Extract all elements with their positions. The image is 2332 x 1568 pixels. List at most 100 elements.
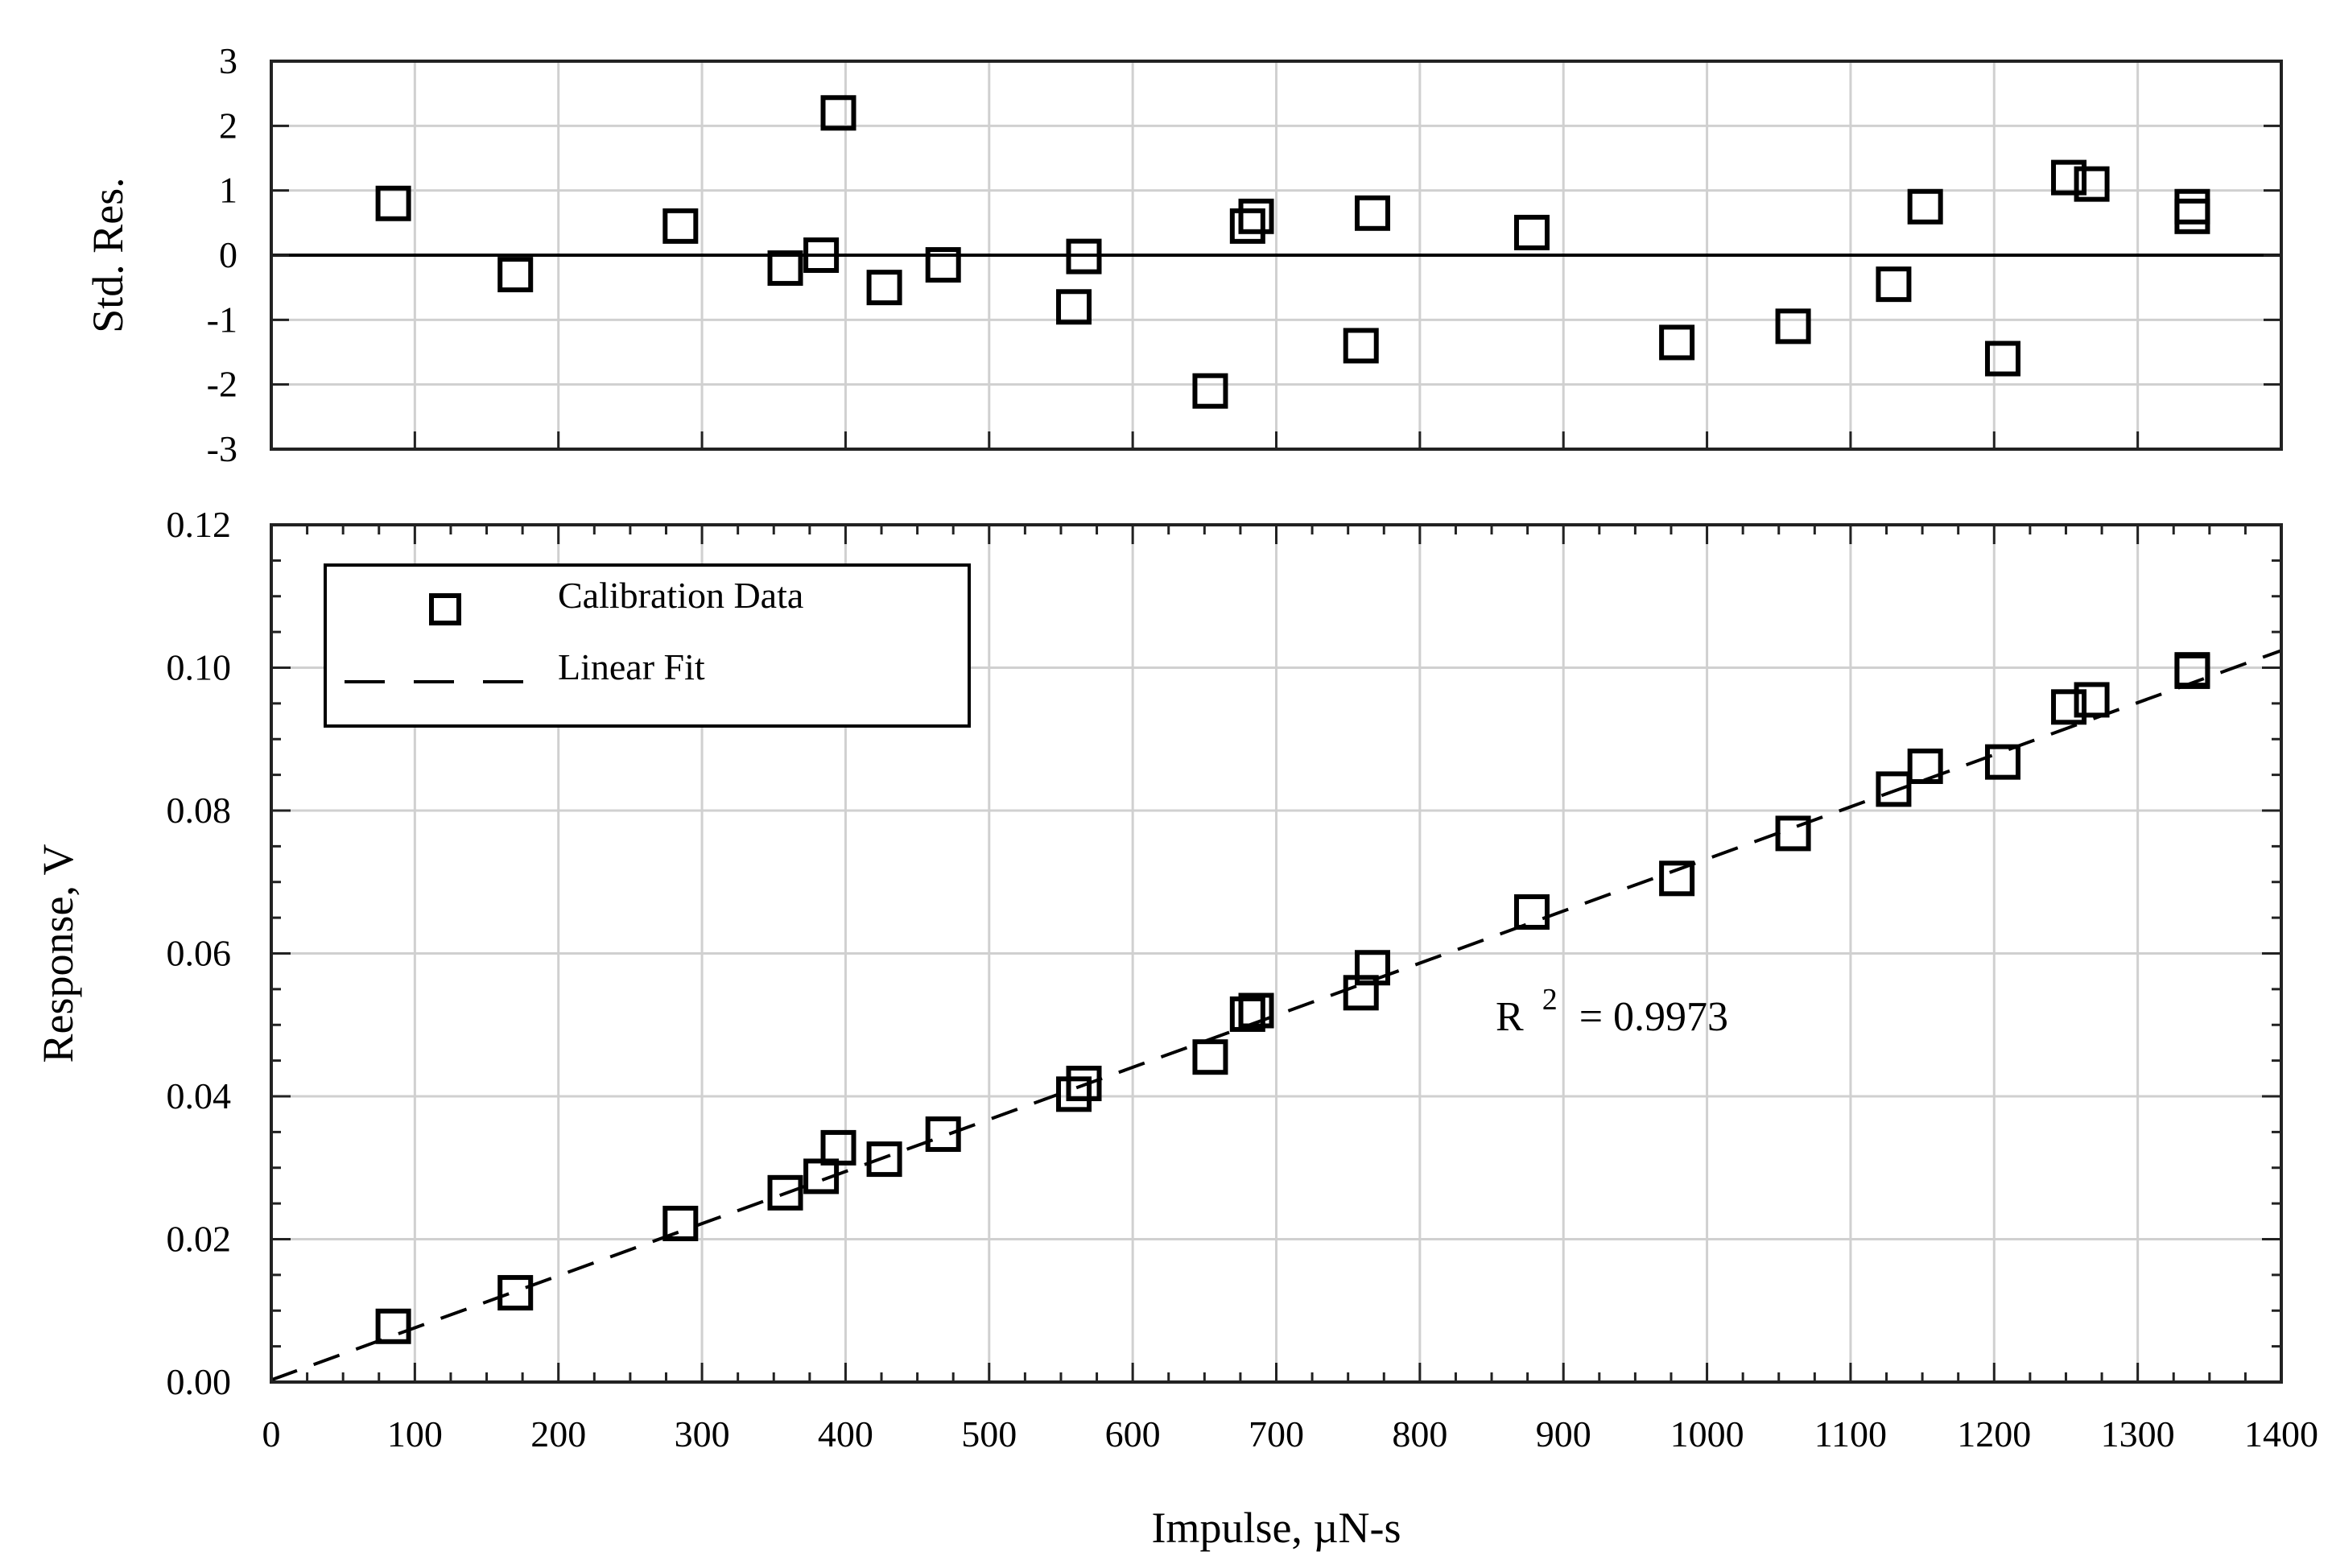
linear-fit-line xyxy=(270,649,2282,1382)
calibration-x-tick-labels: 0 100 200 300 400 500 600 700 800 900 1000 1100 1200… xyxy=(262,1413,2319,1455)
residual-point xyxy=(1775,308,1811,345)
calibration-plot-frame xyxy=(270,523,2283,1384)
residual-point xyxy=(2174,188,2210,225)
residual-point xyxy=(925,247,961,283)
residual-points xyxy=(375,95,2210,409)
x-tick-label: 500 xyxy=(961,1413,1017,1455)
calibration-point xyxy=(662,1205,699,1241)
calibration-point xyxy=(1659,860,1695,897)
x-tick-label: 300 xyxy=(675,1413,730,1455)
residual-point xyxy=(1984,340,2020,377)
calibration-point xyxy=(1907,748,1943,784)
residual-point xyxy=(662,208,699,244)
calibration-point xyxy=(1775,815,1811,852)
y-tick-label: 0.04 xyxy=(167,1075,232,1116)
calibration-point xyxy=(767,1174,803,1211)
residual-y-tick-label: -1 xyxy=(207,299,237,340)
x-tick-label: 600 xyxy=(1105,1413,1161,1455)
residual-point xyxy=(803,237,840,273)
residual-y-tick-label: -2 xyxy=(207,364,237,405)
residual-point xyxy=(375,185,411,221)
x-tick-label: 400 xyxy=(818,1413,873,1455)
residual-plot-frame xyxy=(270,60,2283,451)
y-tick-label: 0.10 xyxy=(167,647,232,688)
calibration-point xyxy=(1192,1039,1228,1075)
legend-marker-calibration xyxy=(429,593,461,625)
r-squared-label: R xyxy=(1496,994,1524,1040)
x-tick-label: 800 xyxy=(1392,1413,1447,1455)
calibration-point xyxy=(1876,771,1912,807)
r-squared-superscript: 2 xyxy=(1542,983,1558,1017)
calibration-points xyxy=(375,652,2210,1344)
residual-point xyxy=(497,257,534,293)
legend-box xyxy=(324,563,971,728)
x-tick-label: 100 xyxy=(387,1413,443,1455)
legend-label-fit: Linear Fit xyxy=(558,646,705,687)
residual-point xyxy=(1659,324,1695,361)
calibration-y-tick-labels: 0.00 0.02 0.04 0.06 0.08 0.10 0.12 xyxy=(167,504,232,1402)
residual-point xyxy=(2174,198,2210,234)
legend-label-calibration: Calibration Data xyxy=(558,575,803,616)
x-tick-label: 1400 xyxy=(2244,1413,2318,1455)
calibration-point xyxy=(866,1141,902,1178)
y-tick-label: 0.00 xyxy=(167,1361,232,1402)
y-tick-label: 0.12 xyxy=(167,504,232,545)
residual-point xyxy=(820,95,856,131)
calibration-point xyxy=(497,1275,534,1311)
residual-point xyxy=(1056,289,1092,325)
residual-y-tick-label: -3 xyxy=(207,428,237,469)
residual-point xyxy=(1066,238,1102,274)
calibration-point xyxy=(1238,992,1274,1029)
calibration-point xyxy=(2074,682,2110,718)
residual-y-tick-label: 0 xyxy=(219,234,237,275)
calibration-point xyxy=(1354,950,1390,986)
x-tick-label: 200 xyxy=(530,1413,586,1455)
x-tick-label: 0 xyxy=(262,1413,281,1455)
residual-point xyxy=(1229,208,1265,244)
x-tick-label: 700 xyxy=(1249,1413,1304,1455)
residual-y-axis-title: Std. Res. xyxy=(84,177,132,333)
calibration-point xyxy=(820,1129,856,1166)
residual-point xyxy=(1876,266,1912,303)
residual-y-tick-labels: -3 -2 -1 0 1 2 3 xyxy=(207,40,237,469)
residual-point xyxy=(1907,188,1943,225)
residual-point xyxy=(1343,328,1379,364)
y-axis-title: Response, V xyxy=(34,844,82,1063)
x-tick-label: 1000 xyxy=(1670,1413,1744,1455)
residual-panel: -3 -2 -1 0 1 2 3 Std. Res. xyxy=(84,40,2283,469)
y-tick-label: 0.06 xyxy=(167,933,232,974)
residual-y-tick-label: 2 xyxy=(219,105,237,146)
calibration-panel: 0.00 0.02 0.04 0.06 0.08 0.10 0.12 0 100 200 300 4… xyxy=(34,504,2318,1552)
calibration-point xyxy=(2051,689,2087,725)
x-tick-label: 900 xyxy=(1536,1413,1591,1455)
calibration-point xyxy=(1984,744,2020,780)
y-tick-label: 0.02 xyxy=(167,1219,232,1260)
residual-y-tick-label: 1 xyxy=(219,170,237,211)
calibration-point xyxy=(375,1308,411,1344)
calibration-point xyxy=(2174,653,2210,689)
residual-point xyxy=(1192,373,1228,409)
legend: Calibration Data Linear Fit xyxy=(324,563,971,728)
residual-point xyxy=(2074,166,2110,202)
residual-point xyxy=(1513,214,1550,250)
residual-y-tick-label: 3 xyxy=(219,40,237,81)
y-tick-label: 0.08 xyxy=(167,790,232,831)
residual-point xyxy=(1238,198,1274,234)
calibration-point xyxy=(1343,975,1379,1011)
residual-point xyxy=(1354,195,1390,231)
r-squared-value: = 0.9973 xyxy=(1579,994,1728,1040)
x-tick-label: 1200 xyxy=(1957,1413,2031,1455)
calibration-point xyxy=(1513,894,1550,930)
residual-point xyxy=(767,250,803,287)
x-tick-label: 1300 xyxy=(2101,1413,2175,1455)
calibration-point xyxy=(1066,1066,1102,1102)
calibration-point xyxy=(1056,1076,1092,1112)
residual-point xyxy=(2051,159,2087,196)
calibration-point xyxy=(925,1116,961,1153)
x-axis-title: Impulse, µN-s xyxy=(1151,1504,1401,1552)
r-squared-annotation: R 2 = 0.9973 xyxy=(1496,973,1728,1040)
x-tick-label: 1100 xyxy=(1814,1413,1887,1455)
calibration-point xyxy=(1229,996,1265,1032)
residual-point xyxy=(866,270,902,306)
